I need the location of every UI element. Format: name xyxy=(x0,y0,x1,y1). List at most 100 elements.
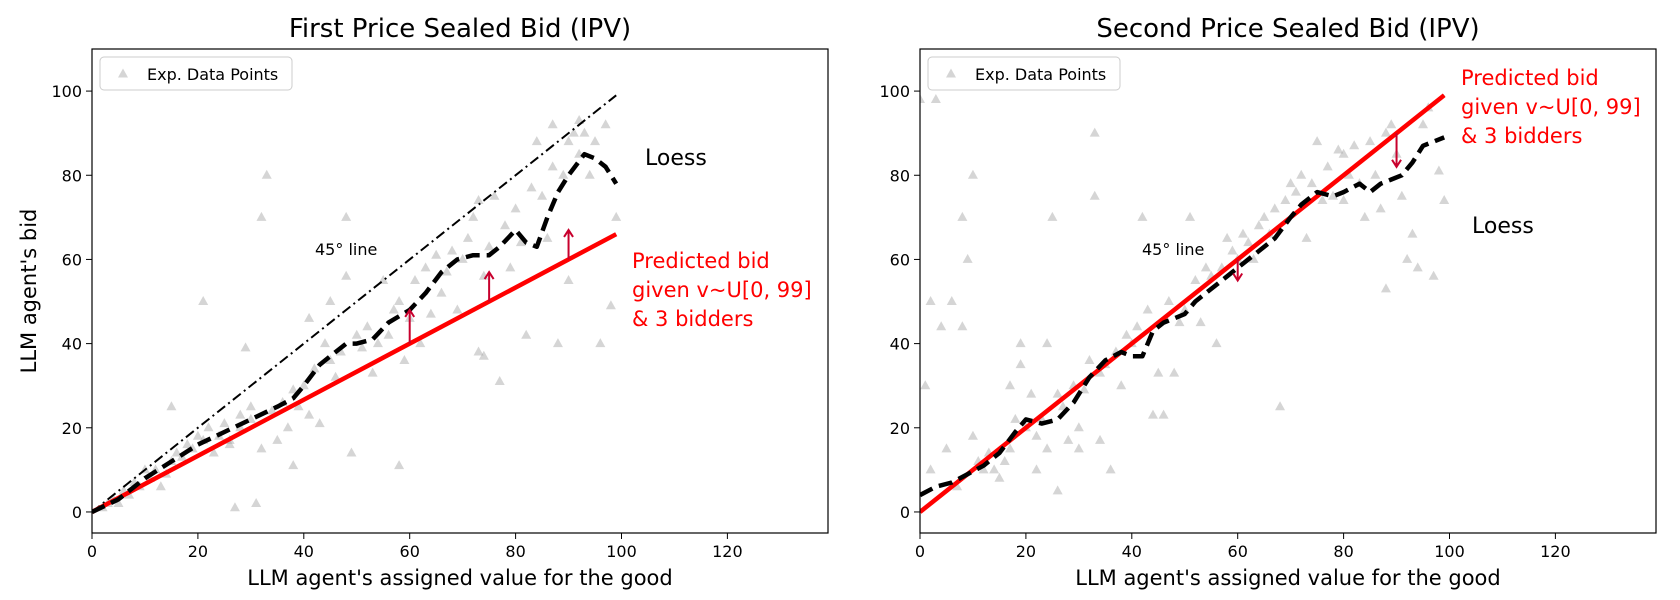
y-axis-label: LLM agent's bid xyxy=(17,209,41,374)
data-point xyxy=(1333,144,1344,154)
line-45-degree xyxy=(92,94,617,513)
plot-frame xyxy=(919,48,1657,534)
data-point xyxy=(994,472,1005,482)
data-point xyxy=(457,253,468,263)
plot-area xyxy=(920,93,1450,514)
data-point xyxy=(568,127,579,137)
data-point xyxy=(920,94,925,104)
data-point xyxy=(468,211,479,221)
data-point xyxy=(1095,434,1106,444)
data-point xyxy=(1380,127,1391,137)
predicted-bid-label: Predicted bid xyxy=(1461,66,1599,90)
data-point xyxy=(240,342,251,352)
data-point xyxy=(325,296,336,306)
data-point xyxy=(1079,384,1090,394)
data-point xyxy=(198,296,209,306)
data-point xyxy=(341,211,352,221)
data-point xyxy=(563,136,574,146)
data-point xyxy=(1015,359,1026,369)
data-point xyxy=(1418,119,1429,129)
data-point xyxy=(920,380,931,390)
data-point xyxy=(967,169,978,179)
data-point xyxy=(1275,401,1286,411)
x-tick-label: 80 xyxy=(1333,542,1353,561)
data-point xyxy=(1121,329,1132,339)
data-point xyxy=(515,237,526,247)
data-point xyxy=(1402,253,1413,263)
data-point xyxy=(288,384,299,394)
data-point xyxy=(500,220,511,230)
data-point xyxy=(1328,190,1339,200)
data-point xyxy=(441,266,452,276)
data-point xyxy=(1200,262,1211,272)
data-point xyxy=(611,211,622,221)
data-point xyxy=(510,203,521,213)
data-point xyxy=(590,136,601,146)
data-point xyxy=(1147,409,1158,419)
data-point xyxy=(967,430,978,440)
loess-label: Loess xyxy=(645,146,707,171)
data-point xyxy=(420,262,431,272)
line-45-label: 45° line xyxy=(1142,240,1204,259)
data-point xyxy=(304,409,315,419)
data-point xyxy=(1036,413,1047,423)
data-point xyxy=(1227,245,1238,255)
data-point xyxy=(605,300,616,310)
data-point xyxy=(579,127,590,137)
data-point xyxy=(208,447,219,457)
data-point xyxy=(1116,380,1127,390)
data-point xyxy=(1375,203,1386,213)
data-point xyxy=(1343,169,1354,179)
data-point xyxy=(1243,237,1254,247)
data-point xyxy=(537,190,548,200)
data-point xyxy=(1052,388,1063,398)
data-point xyxy=(251,498,262,508)
panel-first-price: First Price Sealed Bid (IPV) 0 20 40 60 80 100… xyxy=(17,14,829,590)
data-point xyxy=(235,409,246,419)
data-point xyxy=(351,329,362,339)
data-point xyxy=(1396,190,1407,200)
x-axis-label: LLM agent's assigned value for the good xyxy=(1075,566,1500,590)
data-point xyxy=(1185,211,1196,221)
x-tick-label: 80 xyxy=(505,542,525,561)
data-point xyxy=(1010,413,1021,423)
panel-second-price: Second Price Sealed Bid (IPV) 0 20 40 60 80 10… xyxy=(879,14,1657,590)
data-point xyxy=(229,502,240,512)
data-point xyxy=(1005,380,1016,390)
y-tick-label: 40 xyxy=(890,335,910,354)
data-point xyxy=(330,371,341,381)
data-point xyxy=(584,169,595,179)
data-point xyxy=(367,367,378,377)
predicted-bid-line xyxy=(920,93,1446,514)
data-point xyxy=(219,418,230,428)
data-point xyxy=(171,447,182,457)
data-point xyxy=(346,447,357,457)
x-tick-label: 40 xyxy=(1122,542,1142,561)
deviation-arrow-head xyxy=(563,228,574,238)
data-point xyxy=(1280,195,1291,205)
data-point xyxy=(1063,434,1074,444)
x-tick-label: 60 xyxy=(1228,542,1248,561)
data-point xyxy=(1259,211,1270,221)
data-point xyxy=(1089,127,1100,137)
data-point xyxy=(595,338,606,348)
legend: Exp. Data Points xyxy=(99,56,293,91)
data-point xyxy=(552,338,563,348)
data-point xyxy=(957,321,968,331)
data-point xyxy=(1153,367,1164,377)
data-point xyxy=(1137,211,1148,221)
data-point xyxy=(526,182,537,192)
data-point xyxy=(1031,464,1042,474)
data-point xyxy=(989,464,1000,474)
data-point xyxy=(1095,367,1106,377)
data-point xyxy=(925,464,936,474)
x-tick-label: 60 xyxy=(400,542,420,561)
data-point xyxy=(436,287,447,297)
deviation-arrow-head xyxy=(1232,272,1244,283)
data-point xyxy=(1365,136,1376,146)
data-point xyxy=(1428,270,1439,280)
data-point xyxy=(267,405,278,415)
data-point xyxy=(1052,485,1063,495)
y-tick-label: 0 xyxy=(72,503,82,522)
